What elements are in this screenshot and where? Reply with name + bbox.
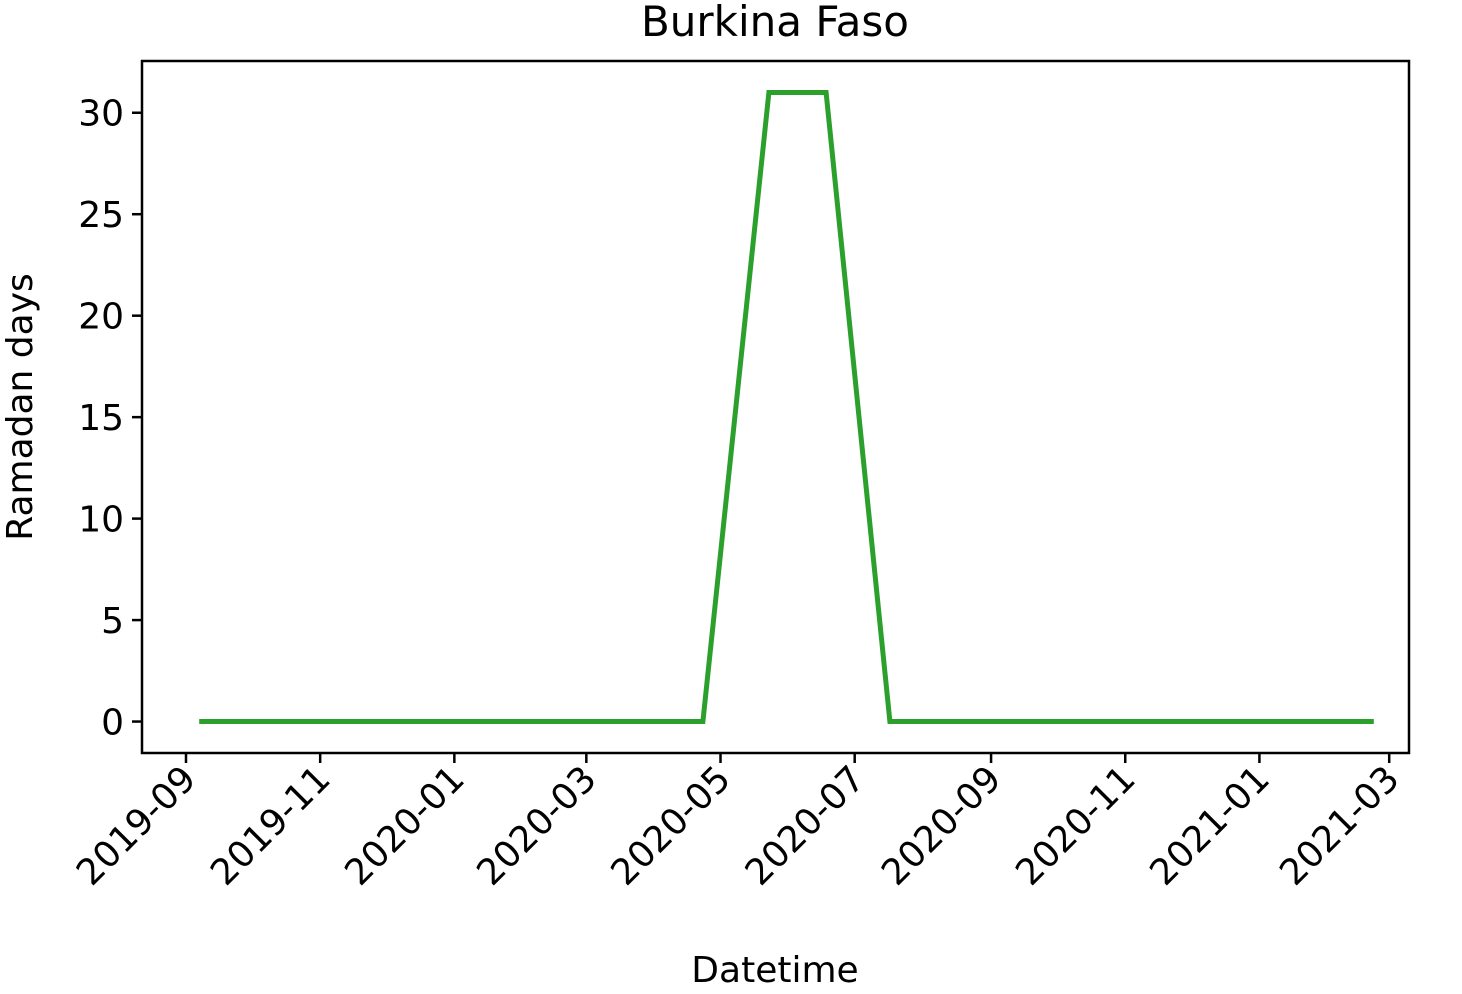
y-tick-label: 0 — [101, 703, 124, 744]
y-tick-label: 25 — [78, 195, 124, 236]
y-tick-label: 15 — [78, 398, 124, 439]
x-axis-label: Datetime — [691, 950, 858, 991]
y-tick-label: 10 — [78, 500, 124, 541]
y-tick-label: 5 — [101, 601, 124, 642]
y-tick-label: 30 — [78, 94, 124, 135]
y-tick-label: 20 — [78, 297, 124, 338]
series-layer — [199, 90, 1374, 724]
series-line — [199, 90, 1374, 724]
chart-title: Burkina Faso — [641, 0, 909, 46]
plot-frame — [140, 59, 1411, 755]
y-axis-ticks: 0 5 10 15 20 25 30 — [78, 94, 142, 744]
y-axis-label: Ramadan days — [0, 273, 41, 541]
